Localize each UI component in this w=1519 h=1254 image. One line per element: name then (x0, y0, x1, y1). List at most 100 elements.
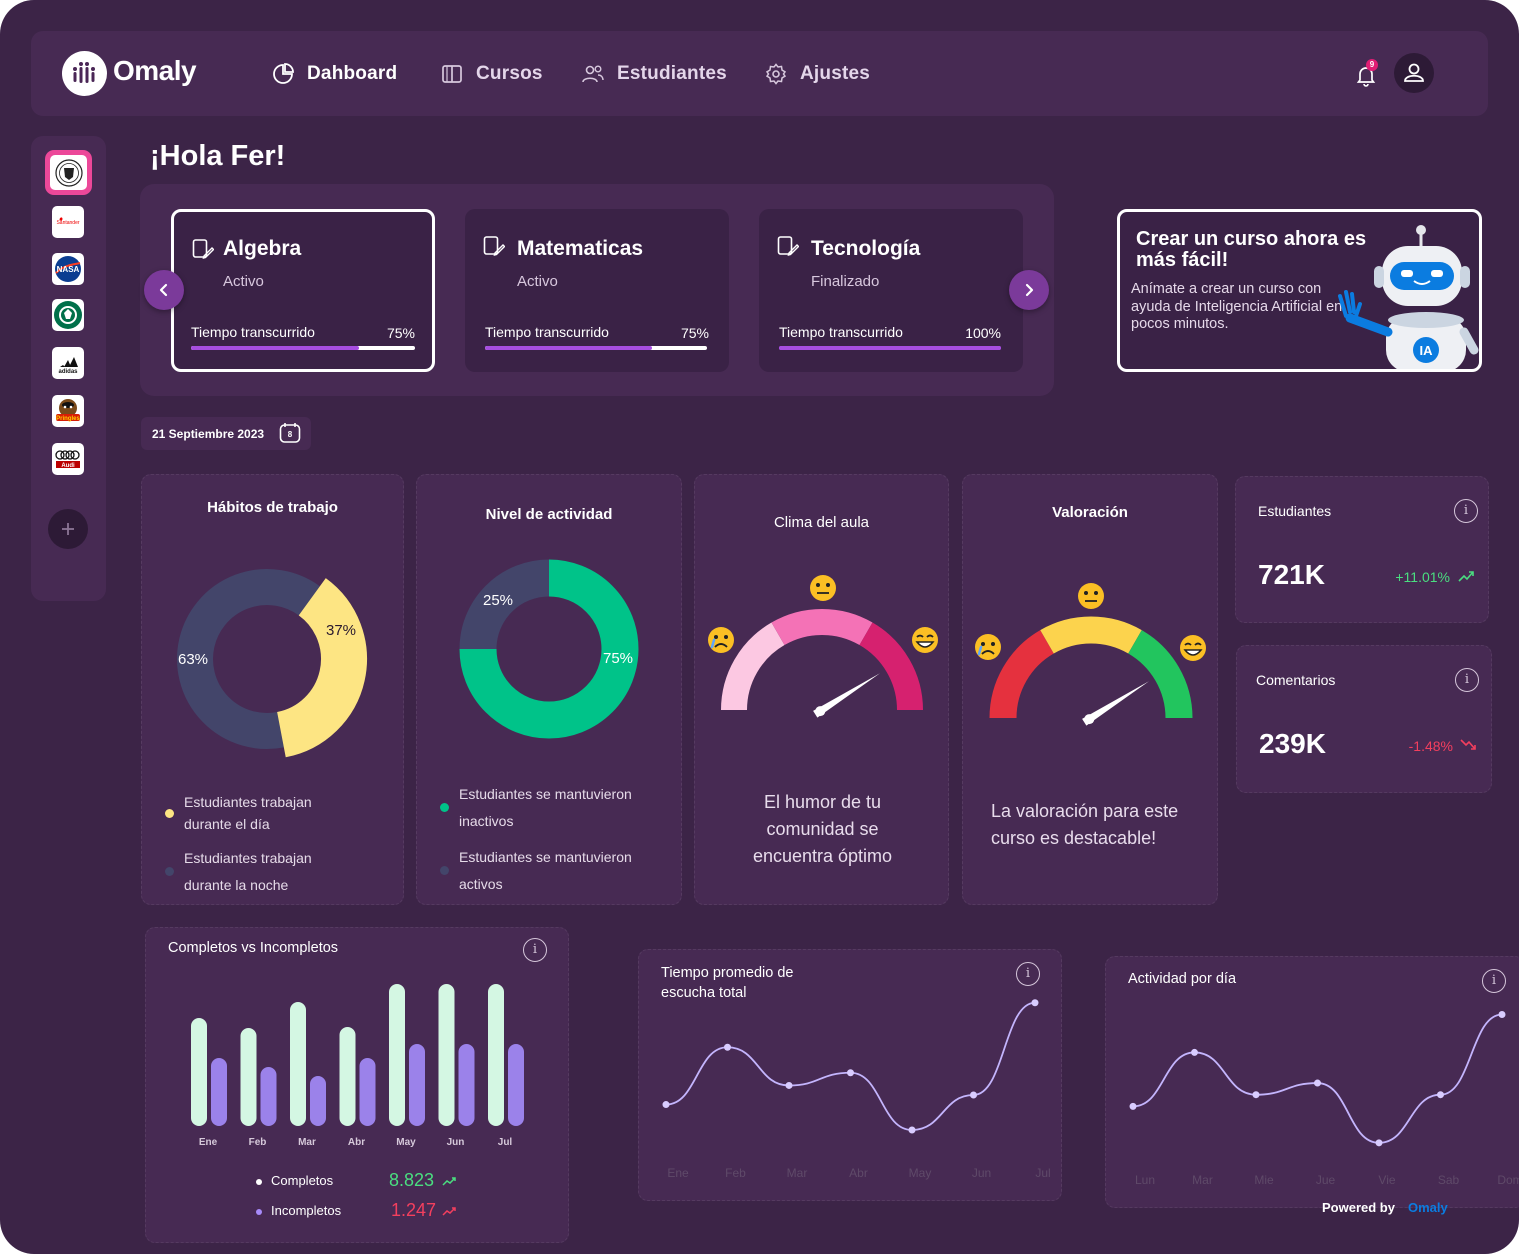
gauge-segment (859, 622, 923, 711)
sidebar-item-starbucks[interactable] (52, 299, 84, 331)
info-icon[interactable]: i (1482, 969, 1506, 993)
progress-fill (779, 346, 1001, 350)
carousel-next-button[interactable] (1009, 270, 1049, 310)
powered-by-brand[interactable]: Omaly (1408, 1200, 1448, 1215)
legend-item-active: Estudiantes se mantuvieron activos (459, 849, 632, 892)
neutral-face-icon (1078, 583, 1104, 609)
data-point-jun (970, 1091, 977, 1099)
legend-dot (256, 1179, 262, 1185)
nav-estudiantes[interactable]: Estudiantes (581, 58, 727, 90)
promo-title: Crear un curso ahora es más fácil! (1136, 228, 1367, 271)
ai-promo-card[interactable]: Crear un curso ahora es más fácil! Aníma… (1117, 209, 1482, 372)
donut-slice-inactive (459, 559, 639, 739)
nav-dashboard-label: Dahboard (307, 63, 398, 84)
legend-dot (165, 867, 174, 876)
promo-badge: IA (1420, 343, 1434, 358)
info-icon[interactable]: i (1454, 499, 1478, 523)
actividad-slice-label-active: 25% (483, 592, 514, 609)
axis-label: Ene (667, 1166, 689, 1180)
legend-incompletos: Incompletos (271, 1203, 342, 1218)
calendar-icon: 8 (279, 422, 301, 444)
top-nav: Omaly Dahboard Cursos Estudiantes Ajuste… (31, 31, 1488, 116)
donut-slice-night (177, 569, 320, 749)
bar-completos-abr (339, 1027, 356, 1126)
bar-completos-feb (240, 1028, 257, 1126)
progress-fill (191, 346, 359, 350)
nav-cursos[interactable]: Cursos (440, 58, 543, 90)
bar-completos-may (389, 984, 405, 1126)
axis-label: Dom (1497, 1173, 1519, 1187)
progress-fill (485, 346, 652, 350)
sad-face-icon (975, 634, 1001, 660)
axis-label: Mar (1192, 1173, 1213, 1187)
greeting-title: ¡Hola Fer! (150, 140, 286, 172)
profile-button[interactable] (1394, 53, 1434, 93)
logo-icon[interactable] (62, 51, 107, 96)
starbucks-logo-icon (54, 301, 82, 329)
gauge-needle-hub (1084, 714, 1095, 725)
axis-label: Sab (1437, 1173, 1460, 1187)
completos-chart-card: Completos vs Incompletos i Ene Feb Mar Abr M… (145, 927, 569, 1243)
svg-text:Pringles: Pringles (56, 416, 80, 422)
brand-name: Omaly (113, 55, 197, 86)
legend-item-day: Estudiantes trabajan durante el día (184, 794, 312, 832)
sidebar-item-selected[interactable] (45, 150, 92, 195)
course-title: Tecnología (811, 237, 921, 260)
habitos-slice-label-night: 63% (178, 651, 209, 668)
bar-month-label: Feb (248, 1137, 267, 1148)
gauge-needle-hub (815, 706, 826, 717)
course-status: Finalizado (811, 273, 880, 290)
progress-bar (779, 346, 1001, 350)
user-icon (1404, 63, 1424, 82)
sidebar-item-nasa[interactable]: NASA (52, 253, 84, 285)
axis-label: Feb (725, 1166, 746, 1180)
habitos-title: Hábitos de trabajo (207, 499, 338, 516)
series-line (1132, 1013, 1503, 1144)
habitos-donut-chart (177, 569, 367, 758)
info-icon[interactable]: i (523, 938, 547, 962)
nav-dashboard[interactable]: Dahboard (271, 58, 397, 90)
bar-month-label: Ene (198, 1137, 218, 1148)
stat-delta: -1.48% (1408, 738, 1453, 754)
data-point-feb (724, 1043, 731, 1051)
pringles-logo-icon: Pringles (56, 399, 80, 422)
stat-card-comentarios: Comentarios i 239K -1.48% (1236, 645, 1492, 793)
stat-value: 239K (1259, 728, 1326, 759)
clima-text: El humor de tu comunidad se encuentra óp… (752, 792, 893, 866)
stat-title: Estudiantes (1258, 503, 1332, 519)
total-completos: 8.823 (389, 1170, 435, 1190)
sidebar-item-adidas[interactable]: adidas (52, 347, 84, 379)
course-card-matematicas[interactable]: Matematicas Activo Tiempo transcurrido 7… (465, 209, 729, 372)
bar-incompletos-may (409, 1044, 425, 1126)
powered-by-label: Powered by (1322, 1200, 1395, 1215)
course-status: Activo (223, 273, 264, 290)
info-icon[interactable]: i (1016, 962, 1040, 986)
bar-completos-jun (438, 984, 455, 1126)
add-brand-button[interactable] (48, 509, 88, 549)
axis-label: Lun (1134, 1173, 1156, 1187)
sidebar-item-pringles[interactable]: Pringles (52, 395, 84, 427)
nav-ajustes[interactable]: Ajustes (764, 58, 870, 90)
data-point-ene (662, 1101, 670, 1109)
course-card-tecnologia[interactable]: Tecnología Finalizado Tiempo transcurrid… (759, 209, 1023, 372)
actividad-dia-chart-card: Actividad por día i Lun Mar Mie Jue Vie Sab Do… (1105, 956, 1519, 1208)
happy-face-icon (912, 627, 938, 653)
sidebar-item-santander[interactable]: Santander (52, 206, 84, 238)
info-icon[interactable]: i (1455, 668, 1479, 692)
date-picker[interactable]: 21 Septiembre 2023 8 (141, 417, 311, 450)
axis-label: Mie (1254, 1173, 1274, 1187)
escucha-line-chart (662, 999, 1039, 1134)
axis-label: May (908, 1166, 932, 1180)
gauge-segment (1127, 630, 1193, 719)
notification-badge: 9 (1366, 59, 1378, 71)
sidebar-item-audi[interactable]: Audi (52, 443, 84, 475)
progress-bar (191, 346, 415, 350)
axis-label: Vie (1378, 1173, 1396, 1187)
carousel-prev-button[interactable] (144, 270, 184, 310)
axis-label: Jul (1035, 1166, 1051, 1180)
actividad-title: Nivel de actividad (485, 506, 613, 523)
course-card-algebra[interactable]: Algebra Activo Tiempo transcurrido 75% (171, 209, 435, 372)
bar-completos-ene (191, 1018, 207, 1126)
notifications-button[interactable]: 9 (1354, 59, 1378, 87)
